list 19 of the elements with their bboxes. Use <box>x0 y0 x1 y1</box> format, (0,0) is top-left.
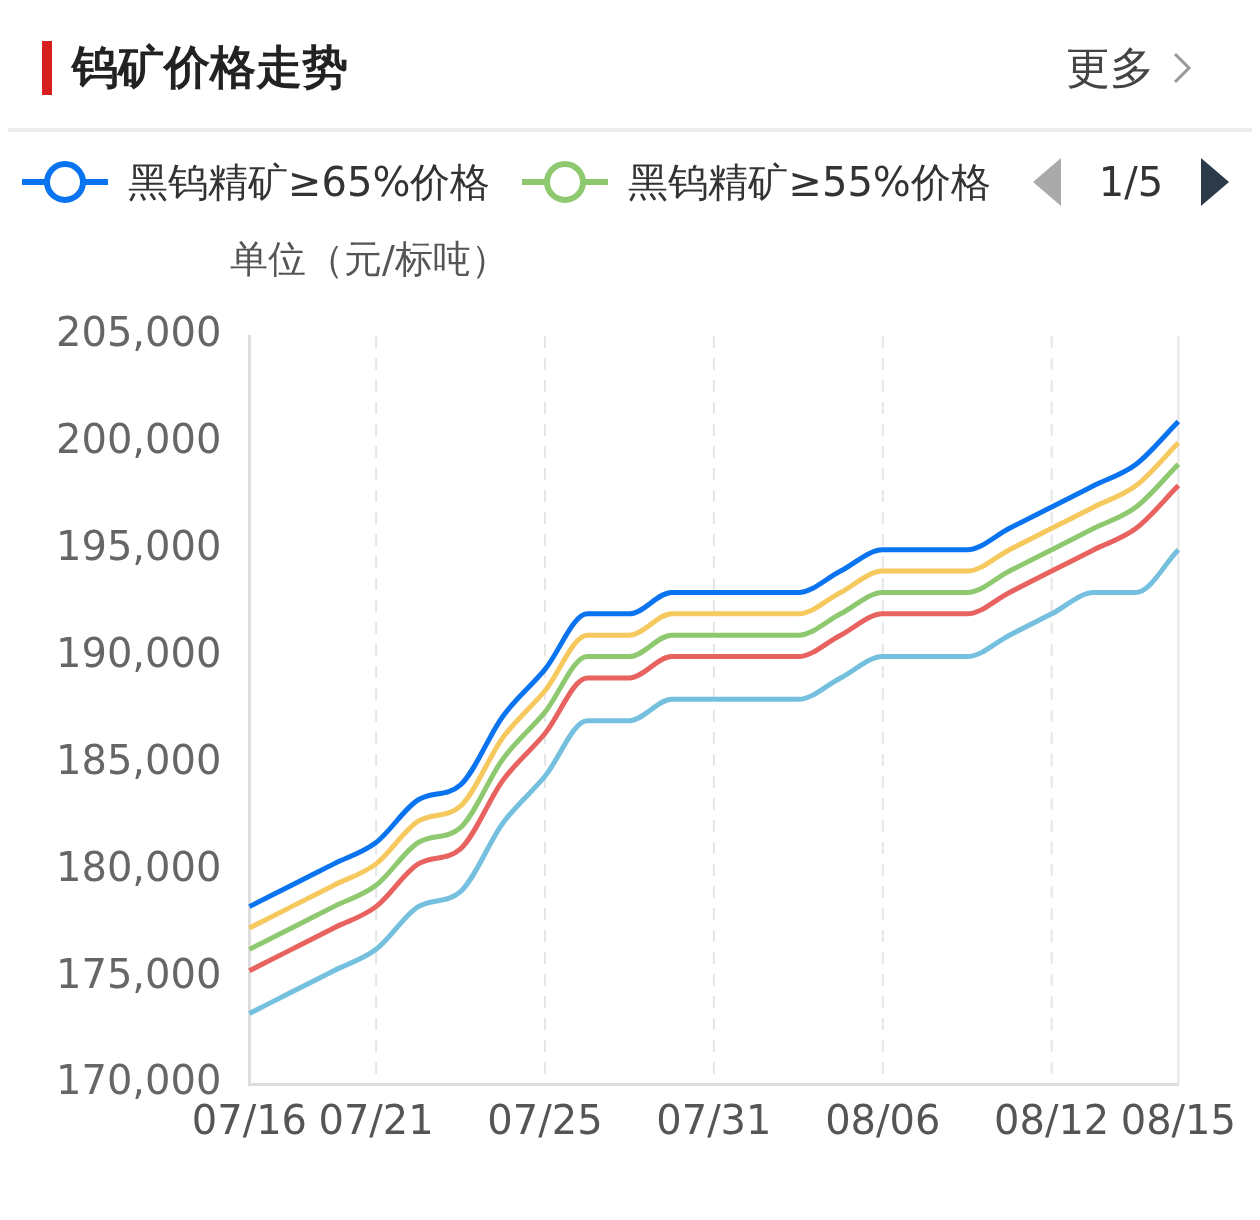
legend-label: 黑钨精矿≥55%价格 <box>628 157 991 207</box>
y-tick-label: 190,000 <box>55 629 222 676</box>
y-tick-label: 185,000 <box>55 736 222 783</box>
y-tick-label: 175,000 <box>55 950 222 997</box>
text: 更多 <box>1066 40 1154 95</box>
x-tick-label: 08/15 <box>1120 1097 1236 1144</box>
text: 1/5 <box>1098 159 1164 205</box>
x-tick-label: 07/25 <box>487 1097 603 1144</box>
x-tick-label: 07/21 <box>318 1097 434 1144</box>
x-tick-label: 07/31 <box>656 1097 772 1144</box>
x-tick-label: 08/06 <box>825 1097 941 1144</box>
chart-title: 钨矿价格走势 <box>72 39 348 96</box>
y-tick-label: 205,000 <box>55 309 222 356</box>
y-tick-label: 180,000 <box>55 843 222 890</box>
y-tick-label: 200,000 <box>55 416 222 463</box>
y-tick-label: 195,000 <box>55 523 222 570</box>
legend-label: 黑钨精矿≥65%价格 <box>128 157 491 207</box>
x-tick-label: 08/12 <box>994 1097 1110 1144</box>
y-axis-title: 单位（元/标吨） <box>229 236 510 283</box>
